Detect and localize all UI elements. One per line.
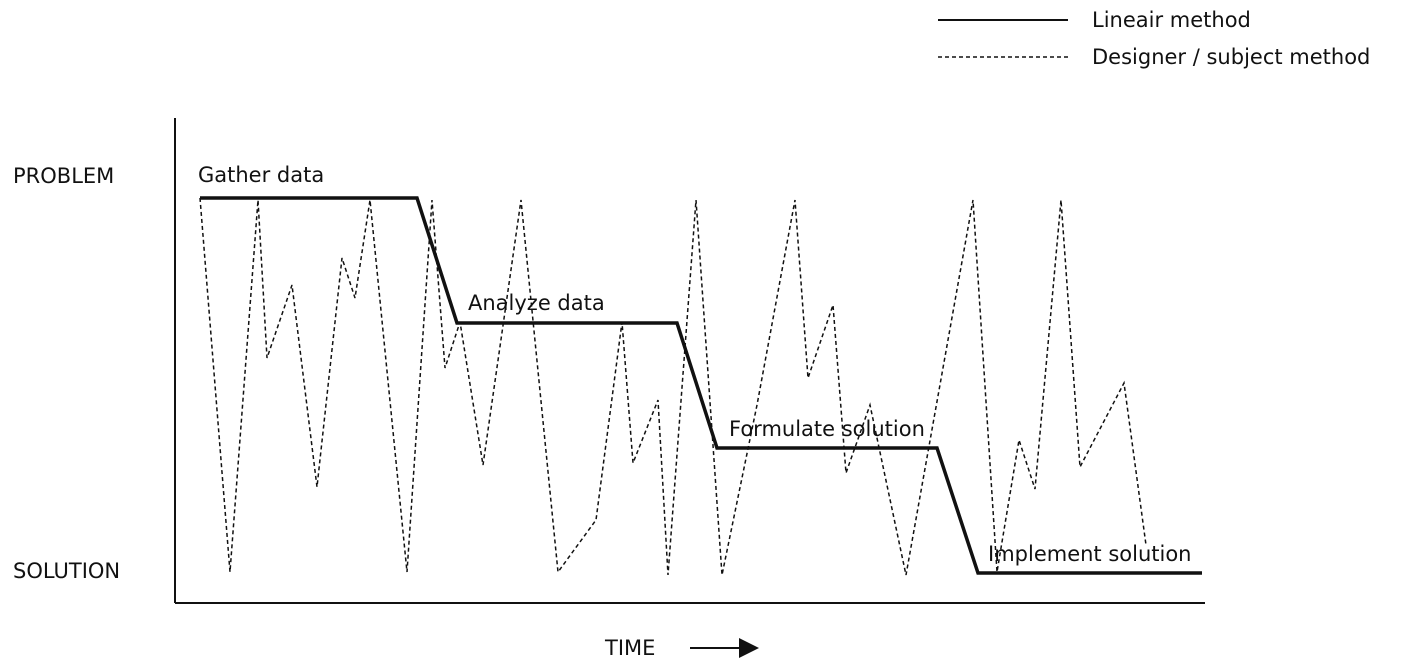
axes: PROBLEM SOLUTION TIME xyxy=(13,118,1205,660)
x-axis-label: TIME xyxy=(604,636,655,660)
lineair-method-line xyxy=(200,196,1202,575)
designer-method-line xyxy=(199,197,1147,576)
phase-label-gather-data: Gather data xyxy=(198,163,324,187)
legend: Lineair method Designer / subject method xyxy=(938,8,1370,69)
phase-label-implement-solution: Implement solution xyxy=(988,542,1192,566)
y-axis-top-label: PROBLEM xyxy=(13,164,114,188)
legend-dashed-label: Designer / subject method xyxy=(1092,45,1370,69)
legend-solid-label: Lineair method xyxy=(1092,8,1251,32)
y-axis-bottom-label: SOLUTION xyxy=(13,559,120,583)
phase-label-analyze-data: Analyze data xyxy=(468,291,605,315)
phase-label-formulate-solution: Formulate solution xyxy=(729,417,925,441)
